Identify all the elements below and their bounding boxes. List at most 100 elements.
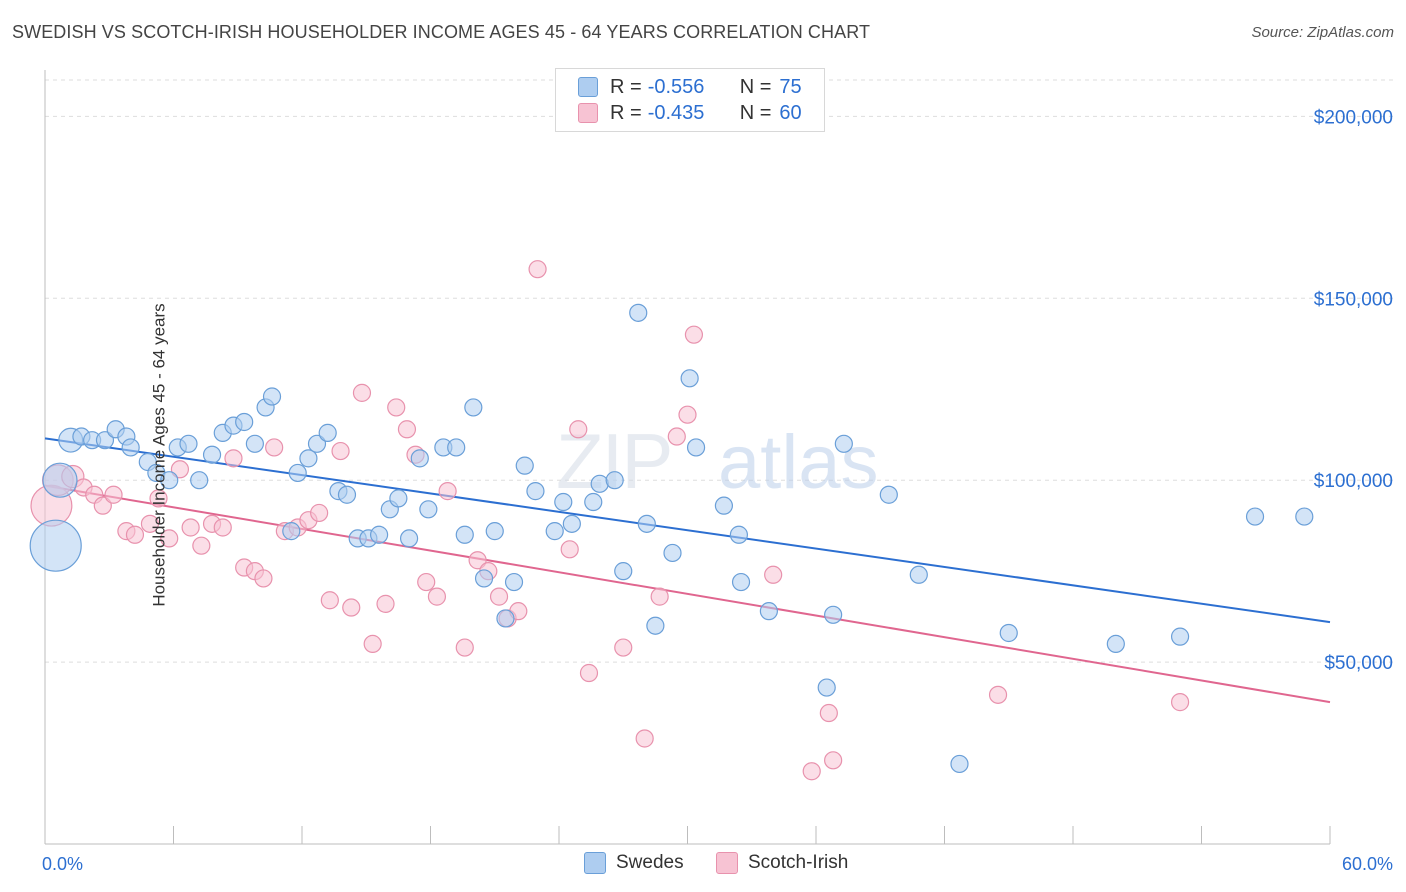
swedes-point [474,569,494,588]
scotch-irish-point [170,460,190,479]
scotch-irish-point [569,420,588,439]
scotch-irish-trend-line [44,484,1331,704]
swedes-trend-line [44,437,1331,624]
swedes-swatch [578,77,598,97]
r-label: R = [610,75,642,98]
scotch-irish-point [824,751,843,770]
swedes-point [1295,507,1314,526]
scotch-irish-point [438,482,457,501]
legend-row-scotch-irish: R = -0.435 N = 60 [578,100,802,126]
swedes-point [121,438,140,457]
scotch-irish-point [310,503,329,523]
n-value: 75 [779,75,802,98]
scotch-irish-point [331,441,350,461]
scotch-irish-point [650,587,669,606]
n-value: 60 [779,101,802,124]
legend-item-scotch-irish[interactable]: Scotch-Irish [716,852,848,874]
y-tick-label: $150,000 [1314,289,1393,310]
scotch-irish-point [352,383,372,402]
swedes-point [299,449,318,468]
swedes-point [245,434,264,453]
swedes-point [95,431,115,450]
scotch-irish-point [192,536,211,555]
swedes-point [909,565,928,584]
scotch-irish-point [614,638,633,657]
swedes-point [447,438,466,457]
swedes-point [42,462,78,498]
watermark-atlas: atlas [718,420,879,505]
scotch-irish-point [254,569,273,588]
scotch-irish-swatch [578,103,598,123]
legend-row-swedes: R = -0.556 N = 75 [578,74,802,100]
scotch-irish-points [30,260,1190,781]
swedes-point [759,602,778,621]
swedes-swatch [584,852,606,874]
scotch-irish-point [224,449,243,468]
swedes-point [590,474,609,493]
scotch-irish-point [417,572,436,592]
swedes-point [190,471,209,490]
swedes-point [584,492,603,512]
n-label: N = [739,101,772,124]
swedes-point [1106,634,1125,654]
x-tick-label-max: 60.0% [1342,854,1393,874]
scotch-irish-point [320,591,339,610]
scotch-irish-point [489,587,509,606]
scotch-irish-point [819,703,838,723]
swedes-point [1170,627,1190,646]
scotch-irish-point [387,398,406,417]
swedes-point [496,609,515,628]
swedes-point [288,463,307,483]
scotch-irish-point [265,438,284,457]
scotch-irish-point [560,540,579,559]
swedes-point [179,434,198,453]
swedes-point [614,562,633,581]
swedes-point [464,398,483,417]
swedes-point [504,572,524,592]
swedes-point [455,525,474,544]
x-tick-label-min: 0.0% [42,854,83,874]
scotch-irish-point [376,594,395,613]
swedes-point [663,543,682,563]
swedes-point [202,445,222,464]
swedes-point [318,423,337,442]
scotch-irish-point [427,587,447,606]
r-label: R = [610,101,642,124]
scotch-irish-point [125,525,145,544]
swedes-point [729,525,749,544]
swedes-point [562,514,581,533]
swedes-point [817,678,836,697]
swedes-point [235,412,254,432]
swedes-point [646,616,665,635]
swedes-point [399,529,419,548]
correlation-legend: R = -0.556 N = 75 R = -0.435 N = 60 [555,68,825,132]
swedes-point [714,496,734,515]
swedes-points [29,303,1314,774]
r-value: -0.556 [647,75,705,98]
legend-item-swedes[interactable]: Swedes [584,852,684,874]
swedes-point [879,485,898,504]
scotch-irish-point [104,485,123,504]
scotch-irish-point [684,325,704,344]
swedes-point [29,519,82,572]
scotch-irish-point [160,529,179,548]
swedes-point [337,485,357,504]
swedes-point [1245,507,1265,526]
swedes-point [545,522,564,541]
scotch-irish-point [455,638,474,657]
swedes-point [834,434,853,453]
swedes-point [307,434,327,453]
y-axis-label: Householder Income Ages 45 - 64 years [149,303,169,607]
source-label: Source: ZipAtlas.com [1251,24,1394,41]
scotch-irish-point [1170,693,1190,712]
tick-labels: $50,000 $100,000 $150,000 $200,000 0.0% 60.0% [42,107,1393,874]
swedes-point [605,471,624,490]
scotch-irish-point [988,685,1008,704]
swedes-point [262,387,282,406]
swedes-point [731,572,751,592]
scotch-irish-point [528,260,547,279]
scotch-irish-point [213,518,232,537]
legend-label-scotch-irish: Scotch-Irish [748,852,849,873]
swedes-point [680,369,699,388]
